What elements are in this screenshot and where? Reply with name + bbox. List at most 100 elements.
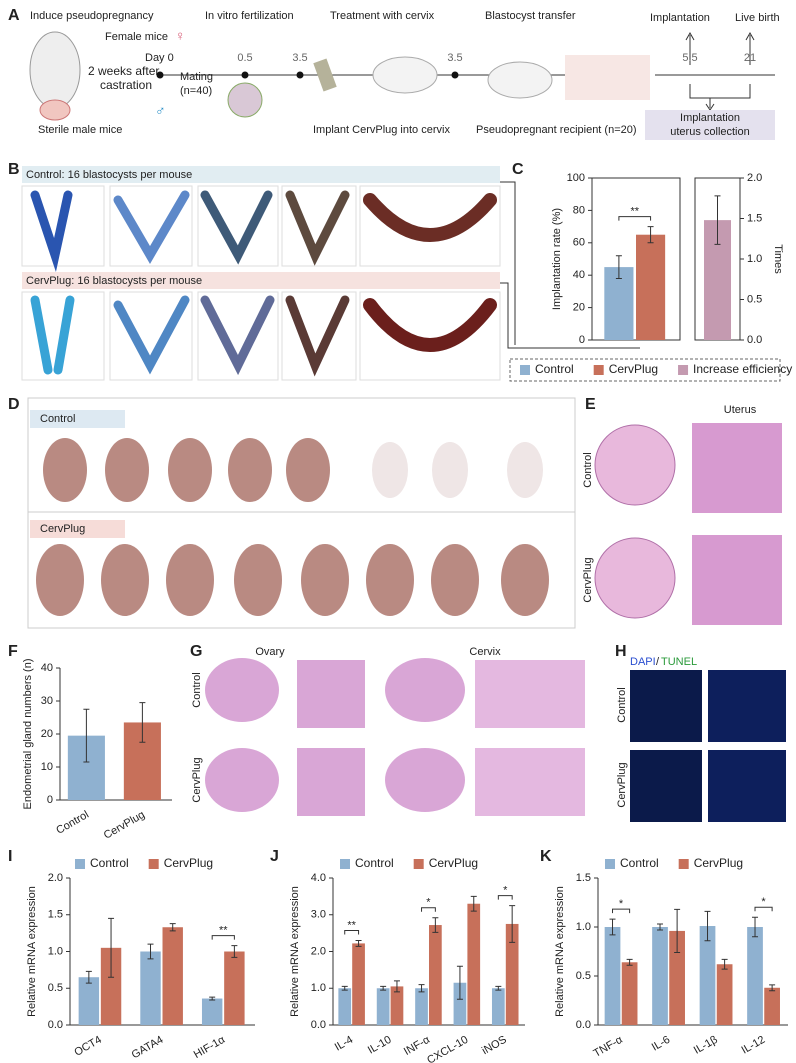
stain-label: TUNEL [661,656,697,668]
y-tick-label: 0.0 [48,1019,63,1031]
arrows [685,31,755,111]
day-label: 5.5 [682,52,697,64]
y-tick-label: 80 [573,204,585,216]
bar [352,943,365,1025]
panel-a: Induce pseudopregnancy In vitro fertiliz… [29,10,780,140]
group-header [30,410,125,428]
y-tick-label: 0.5 [576,970,591,982]
group-label: Control [40,413,75,425]
y-tick-label: 30 [41,695,53,707]
bar [621,962,638,1025]
legend-swatch [520,365,530,375]
legend-label: Control [355,856,394,870]
error-bar [721,958,728,970]
error-bar [714,195,721,245]
bar [764,987,780,1025]
step-label: Treatment with cervix [330,10,435,22]
x-tick-label: CervPlug [102,809,147,842]
significance-label: * [503,884,508,896]
significance-bracket [497,895,513,900]
panel-label: D [8,396,20,413]
panel-h: DAPI / TUNEL Control CervPlug [616,656,786,822]
histology-image [594,537,676,619]
bar [604,267,634,340]
panel-label: B [8,161,20,178]
error-bar [393,980,400,993]
error-bar [626,958,633,966]
error-bar [341,985,348,991]
y-tick-label: 20 [573,302,585,314]
bar [338,988,352,1025]
panel-d: Control CervPlug [27,397,576,629]
group-label: Control: 16 blastocysts per mouse [26,169,192,181]
group-header [22,166,500,183]
female-symbol: ♀ [175,28,186,44]
panel-label: J [270,848,279,865]
panel-label: A [8,7,20,24]
legend-swatch [413,859,424,869]
row-label: CervPlug [616,762,628,807]
day-label: 21 [744,52,756,64]
bar [162,927,183,1025]
significance-label: ** [219,925,228,937]
legend-label: CervPlug [609,362,658,376]
y-tick-label: 1.0 [576,921,591,933]
legend-label: CervPlug [694,856,743,870]
step-label: Live birth [735,12,780,24]
y-tick-label: 2.0 [311,945,326,957]
legend-label: Control [620,856,659,870]
column-label: Ovary [255,646,285,658]
y2-tick-label: 1.0 [747,253,762,265]
step-label: Blastocyst transfer [485,10,576,22]
panel-g: Ovary Cervix Control CervPlug [191,646,585,816]
y-tick-label: 0.0 [311,1019,326,1031]
day-label: 3.5 [292,52,307,64]
bar [652,927,668,1025]
bar [201,998,223,1025]
y-tick-label: 20 [41,728,53,740]
y2-axis-label: Times [772,244,784,274]
legend-label: Increase efficiency [693,362,792,376]
error-bar [657,923,664,931]
bar [224,951,245,1025]
row-label: CervPlug [582,557,594,602]
error-bar [108,917,115,978]
error-bar [418,984,425,993]
bar [78,977,100,1025]
day-label: 3.5 [447,52,462,64]
significance-bracket [421,907,436,912]
error-bar [609,918,616,936]
mating-label: Mating [180,71,213,83]
error-bar [752,916,759,938]
panel-label: G [190,643,202,660]
y-tick-label: 40 [41,662,53,674]
legend-swatch [340,859,350,869]
significance-label: ** [347,919,356,931]
bar [453,982,467,1025]
panel-label: I [8,848,12,865]
x-tick-label: iNOS [480,1034,509,1058]
step-label: In vitro fertilization [205,10,294,22]
bar [669,930,685,1025]
x-tick-label: CXCL-10 [425,1034,470,1063]
group-header [30,520,125,538]
x-tick-label: IL-4 [333,1034,355,1054]
bar [716,964,733,1025]
histology-image [594,424,676,506]
embryo-illustration [227,82,263,118]
panel-b: Control: 16 blastocysts per mouse CervPl… [21,166,640,381]
recipient-label: Pseudopregnant recipient (n=20) [476,124,637,136]
y-tick-label: 0.5 [48,982,63,994]
y-axis-label: Relative mRNA expression [26,886,38,1017]
panel-label: H [615,643,627,660]
y-tick-label: 100 [567,172,585,184]
legend-swatch [678,859,689,869]
legend-swatch [605,859,615,869]
x-tick-label: GATA4 [130,1034,166,1062]
y-axis-label: Relative mRNA expression [289,886,301,1017]
y-axis-label: Relative mRNA expression [554,886,566,1017]
row-label: Control [582,452,594,487]
error-bar [147,943,154,960]
significance-bracket [211,935,235,940]
day-label: 0.5 [237,52,252,64]
